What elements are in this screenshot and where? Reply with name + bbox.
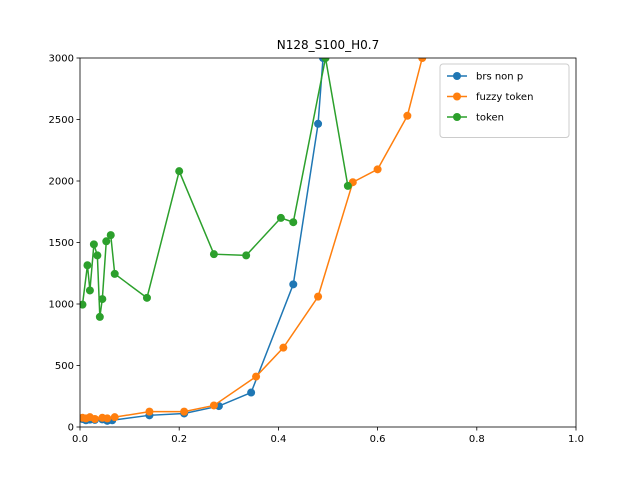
series-2 xyxy=(80,58,352,321)
data-point xyxy=(418,58,427,62)
x-tick-label: 0.0 xyxy=(72,434,88,445)
legend-marker xyxy=(453,92,461,101)
data-point xyxy=(80,300,87,309)
data-point xyxy=(98,295,107,304)
series-layer xyxy=(80,58,427,425)
x-tick-label: 0.8 xyxy=(469,434,485,445)
data-point xyxy=(110,413,119,422)
data-point xyxy=(110,269,119,278)
data-point xyxy=(209,250,218,259)
data-point xyxy=(93,251,102,260)
data-point xyxy=(89,240,98,249)
y-tick-label: 0 xyxy=(68,423,74,434)
axes-layer: 0.0 0.2 0.4 0.6 0.8 1.0 0 500 1000 1500 2000 2500 30… xyxy=(49,54,584,446)
legend-label: token xyxy=(476,113,504,124)
series-line xyxy=(82,58,423,420)
data-point xyxy=(175,167,184,176)
data-point xyxy=(314,292,323,301)
data-point xyxy=(242,251,251,260)
data-point xyxy=(106,231,115,240)
data-point xyxy=(103,414,112,423)
x-tick-label: 0.6 xyxy=(370,434,386,445)
legend-marker xyxy=(453,72,461,80)
data-point xyxy=(90,415,99,424)
data-point xyxy=(252,372,261,381)
data-point xyxy=(314,119,323,128)
series-0 xyxy=(80,58,328,425)
legend-label: brs non p xyxy=(476,72,523,83)
data-point xyxy=(343,181,352,190)
x-tick-label: 0.2 xyxy=(171,434,187,445)
data-point xyxy=(276,213,285,222)
data-point xyxy=(95,312,104,321)
legend: brs non p fuzzy token token xyxy=(439,63,570,138)
data-point xyxy=(180,407,189,416)
data-point xyxy=(247,388,256,397)
legend-item: token xyxy=(447,113,504,124)
data-point xyxy=(142,293,151,302)
legend-label: fuzzy token xyxy=(476,92,533,103)
data-point xyxy=(145,407,154,416)
legend-box xyxy=(439,63,570,138)
series-1 xyxy=(80,58,427,424)
data-point xyxy=(289,218,298,227)
legend-item: brs non p xyxy=(447,72,523,83)
y-tick-label: 1000 xyxy=(49,300,74,311)
data-point xyxy=(321,58,330,62)
series-line xyxy=(82,58,324,422)
legend-marker xyxy=(453,113,461,121)
x-tick-label: 1.0 xyxy=(568,434,584,445)
legend-item: fuzzy token xyxy=(447,92,533,103)
y-tick-label: 500 xyxy=(55,361,74,372)
y-tick-label: 1500 xyxy=(49,238,74,249)
data-point xyxy=(83,261,92,270)
y-tick-label: 3000 xyxy=(49,54,74,65)
y-tick-label: 2000 xyxy=(49,177,74,188)
data-point xyxy=(289,280,298,289)
data-point xyxy=(279,343,288,352)
data-point xyxy=(209,401,218,410)
data-point xyxy=(403,111,412,120)
data-point xyxy=(102,237,111,246)
data-point xyxy=(373,165,382,174)
y-tick-label: 2500 xyxy=(49,115,74,126)
x-tick-label: 0.4 xyxy=(270,434,286,445)
data-point xyxy=(85,286,94,295)
chart-title: N128_S100_H0.7 xyxy=(277,38,380,52)
